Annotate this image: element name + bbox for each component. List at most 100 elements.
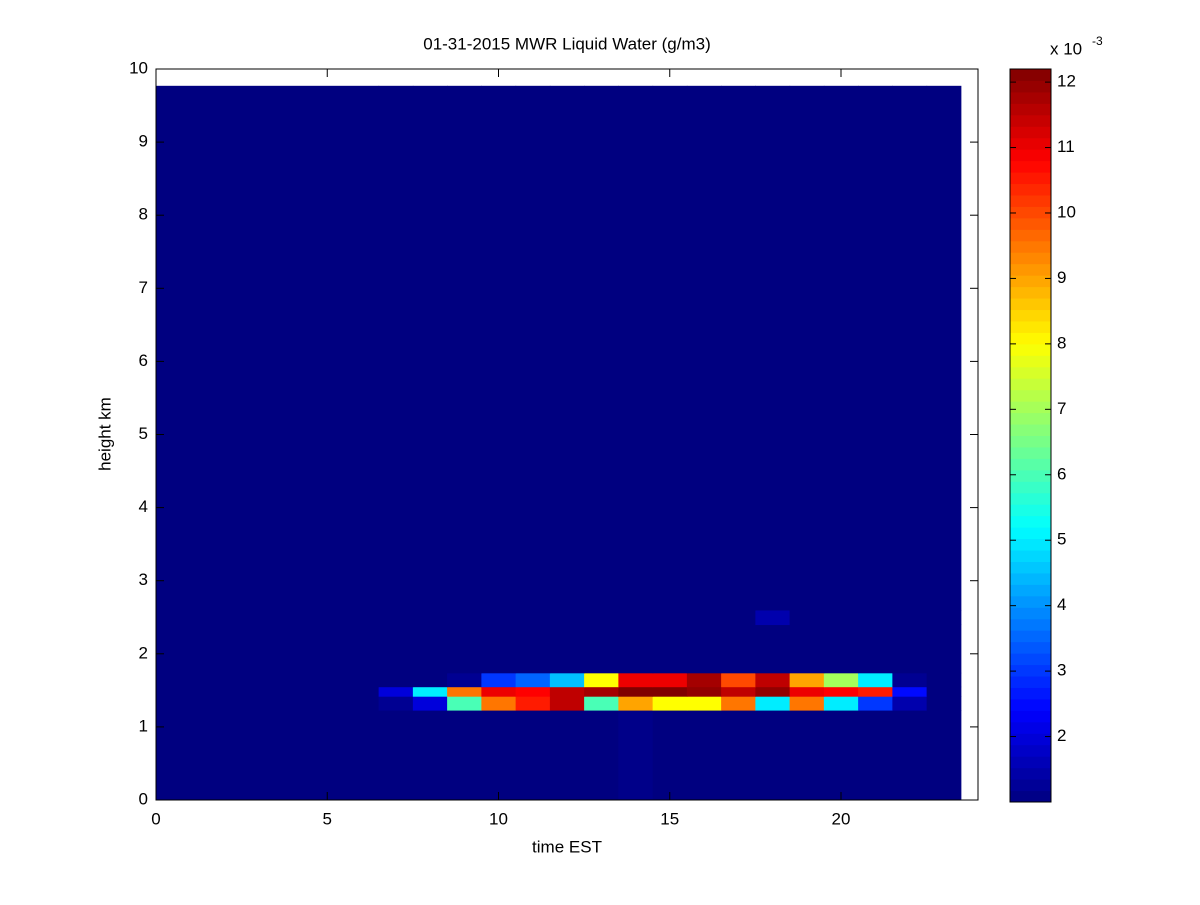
colorbar-segment xyxy=(1010,401,1051,414)
heatmap-cell xyxy=(156,609,380,626)
colorbar-segment xyxy=(1010,160,1051,173)
heatmap-cell xyxy=(447,686,482,697)
heatmap-cell xyxy=(789,609,825,626)
heatmap-cell xyxy=(378,672,414,688)
heatmap-cell xyxy=(618,624,654,674)
heatmap-cell xyxy=(686,710,722,801)
colorbar-segment xyxy=(1010,424,1051,436)
heatmap-cell xyxy=(549,85,585,611)
x-tick-label: 15 xyxy=(660,809,679,828)
heatmap-cell xyxy=(652,672,688,688)
colorbar-segment xyxy=(1010,332,1051,345)
heatmap-cell xyxy=(584,624,619,674)
heatmap-cell xyxy=(823,85,859,611)
heatmap-cell xyxy=(515,710,551,801)
heatmap-cell xyxy=(823,672,859,688)
colorbar-segment xyxy=(1010,80,1051,93)
colorbar-segment xyxy=(1010,572,1051,585)
heatmap-cell xyxy=(755,609,791,626)
heatmap-cell xyxy=(447,696,482,711)
colorbar-scale: x 10 xyxy=(1050,39,1082,58)
colorbar-tick-label: 12 xyxy=(1057,72,1076,91)
heatmap-cell xyxy=(926,609,962,626)
colorbar-segment xyxy=(1010,504,1051,517)
heatmap-cell xyxy=(618,672,654,688)
heatmap-cell xyxy=(858,672,893,688)
heatmap-cell xyxy=(481,710,517,801)
heatmap-cell xyxy=(618,710,654,801)
colorbar-segment xyxy=(1010,595,1051,608)
heatmap-cell xyxy=(789,624,825,674)
y-tick-label: 0 xyxy=(139,789,148,808)
heatmap-cell xyxy=(652,624,688,674)
colorbar-segment xyxy=(1010,206,1051,219)
heatmap-cell xyxy=(515,686,551,697)
heatmap-cell xyxy=(378,686,414,697)
colorbar-segment xyxy=(1010,561,1051,574)
heatmap-cell xyxy=(755,624,791,674)
y-tick-label: 4 xyxy=(139,497,148,516)
heatmap-cell xyxy=(549,672,585,688)
y-tick-label: 2 xyxy=(139,643,148,662)
colorbar-segment xyxy=(1010,527,1051,540)
heatmap-cell xyxy=(789,85,825,611)
colorbar-segment xyxy=(1010,286,1051,299)
heatmap-cell xyxy=(378,609,414,626)
heatmap-cell xyxy=(618,686,654,697)
heatmap-cell xyxy=(721,686,756,697)
heatmap-cell xyxy=(926,696,962,711)
colorbar-segment xyxy=(1010,298,1051,311)
colorbar-segment xyxy=(1010,275,1051,288)
colorbar-segment xyxy=(1010,355,1051,368)
heatmap-cell xyxy=(686,672,722,688)
heatmap-cell xyxy=(892,672,928,688)
heatmap-cell xyxy=(858,624,893,674)
heatmap-cell xyxy=(926,710,962,801)
colorbar-segment xyxy=(1010,618,1051,631)
heatmap-cell xyxy=(549,696,585,711)
heatmap-cell xyxy=(721,672,756,688)
colorbar-segment xyxy=(1010,584,1051,597)
heatmap-cell xyxy=(789,710,825,801)
heatmap-cell xyxy=(515,609,551,626)
colorbar-segment xyxy=(1010,217,1051,230)
heatmap-cell xyxy=(378,710,414,801)
heatmap-cell xyxy=(789,686,825,697)
heatmap-cell xyxy=(515,672,551,688)
heatmap-cell xyxy=(652,609,688,626)
heatmap-cell xyxy=(481,624,517,674)
heatmap-cell xyxy=(412,609,448,626)
colorbar-segment xyxy=(1010,790,1051,803)
colorbar-segment xyxy=(1010,149,1051,162)
heatmap-cell xyxy=(892,710,928,801)
heatmap-cell xyxy=(156,686,380,697)
colorbar-segment xyxy=(1010,91,1051,104)
y-tick-label: 9 xyxy=(139,132,148,151)
y-tick-label: 5 xyxy=(139,424,148,443)
colorbar-segment xyxy=(1010,607,1051,620)
heatmap-cell xyxy=(481,85,517,611)
colorbar-segment xyxy=(1010,779,1051,792)
heatmap-cell xyxy=(412,710,448,801)
colorbar-segment xyxy=(1010,252,1051,265)
colorbar-segment xyxy=(1010,229,1051,242)
heatmap-cell xyxy=(652,85,688,611)
heatmap-cell xyxy=(652,710,688,801)
colorbar-segment xyxy=(1010,320,1051,333)
heatmap-cell xyxy=(584,696,619,711)
colorbar-segment xyxy=(1010,515,1051,528)
heatmap-cell xyxy=(686,624,722,674)
x-tick-label: 10 xyxy=(489,809,508,828)
heatmap-cell xyxy=(618,85,654,611)
colorbar-segment xyxy=(1010,137,1051,150)
colorbar-tick-label: 7 xyxy=(1057,399,1066,418)
colorbar-segment xyxy=(1010,69,1051,81)
colorbar-segment xyxy=(1010,721,1051,734)
y-tick-label: 7 xyxy=(139,278,148,297)
colorbar-segment xyxy=(1010,389,1051,402)
colorbar-segment xyxy=(1010,194,1051,207)
heatmap-cell xyxy=(652,696,688,711)
heatmap-cell xyxy=(858,710,893,801)
colorbar-segment xyxy=(1010,183,1051,196)
heatmap-cell xyxy=(584,710,619,801)
